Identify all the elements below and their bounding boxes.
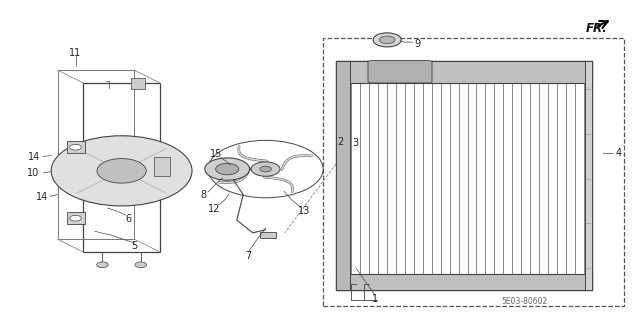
Circle shape	[97, 262, 108, 268]
Circle shape	[70, 215, 81, 221]
Text: 14: 14	[35, 192, 48, 202]
Bar	[336, 61, 592, 290]
Text: FR.: FR.	[586, 22, 607, 35]
Text: 4: 4	[616, 148, 622, 158]
Bar	[58, 70, 134, 239]
Bar	[83, 83, 160, 252]
Bar	[336, 61, 350, 290]
Circle shape	[216, 163, 239, 175]
Circle shape	[205, 158, 250, 180]
Text: 15: 15	[210, 149, 223, 160]
Circle shape	[260, 166, 271, 172]
Text: 8: 8	[200, 190, 207, 200]
Circle shape	[135, 262, 147, 268]
Circle shape	[373, 33, 401, 47]
Text: 13: 13	[298, 206, 310, 216]
Circle shape	[97, 159, 147, 183]
Circle shape	[51, 136, 192, 206]
Bar	[67, 141, 85, 153]
Text: 3: 3	[353, 138, 359, 148]
Circle shape	[251, 162, 280, 176]
Bar	[260, 232, 276, 238]
Text: 10: 10	[27, 168, 40, 178]
Text: 6: 6	[125, 213, 131, 224]
Text: 5E03-80602: 5E03-80602	[502, 297, 548, 306]
Text: 5: 5	[131, 241, 138, 251]
Bar	[585, 61, 592, 290]
Bar	[336, 61, 592, 83]
Bar	[154, 157, 170, 176]
FancyBboxPatch shape	[368, 61, 432, 83]
Text: 14: 14	[28, 152, 40, 162]
Text: 7: 7	[245, 251, 252, 261]
Text: 2: 2	[337, 137, 344, 147]
Text: 12: 12	[208, 204, 221, 214]
Circle shape	[70, 144, 81, 150]
Text: 9: 9	[415, 39, 421, 49]
Text: 1: 1	[372, 294, 378, 304]
Circle shape	[380, 36, 395, 44]
Bar	[336, 274, 592, 290]
Bar	[131, 78, 145, 89]
Bar	[67, 212, 85, 224]
Text: 11: 11	[69, 48, 82, 58]
